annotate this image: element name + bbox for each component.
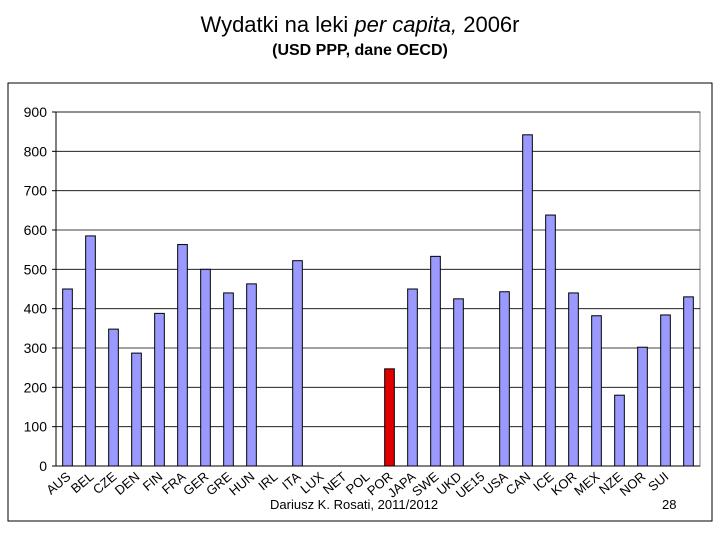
chart-subtitle: (USD PPP, dane OECD) [272,42,448,59]
y-tick-label: 500 [24,261,48,277]
bar-nze [614,394,625,467]
bar-bel [85,235,96,467]
bar-mex [591,315,602,467]
bar-nor [637,346,648,467]
bar-ice [545,214,556,467]
bar-den [131,352,142,467]
y-tick-label: 200 [24,379,48,395]
bar-ger [200,268,211,467]
chart-title: Wydatki na leki per capita, 2006r [0,12,720,38]
bar-cze [108,328,119,467]
bar-gre [223,292,234,467]
y-tick-label: 700 [24,183,48,199]
page-number: 28 [662,497,677,512]
bar-sui [660,314,671,467]
y-tick-label: 0 [39,458,47,474]
plot-area [55,111,701,467]
bar-fin [154,312,165,467]
bar-ukd [453,298,464,467]
bar-aus [62,288,73,467]
y-tick-label: 600 [24,222,48,238]
title-year: 2006r [457,12,520,37]
footer-text: Dariusz K. Rosati, 2011/2012 [270,497,439,512]
title-main: Wydatki na leki [200,12,355,37]
bar-ita [292,260,303,467]
y-tick-label: 400 [24,301,48,317]
y-tick-label: 100 [24,419,48,435]
bar-can [522,134,533,467]
bar-por [384,368,395,467]
bar-hun [246,283,257,467]
y-tick-label: 800 [24,143,48,159]
bar-n27 [683,296,694,467]
bar-swe [430,255,441,467]
y-tick-label: 300 [24,340,48,356]
bar-kor [568,292,579,467]
title-italic: per capita, [354,12,458,37]
y-tick-label: 900 [24,104,48,120]
bar-japa [407,288,418,467]
bar-fra [177,244,188,467]
bar-usa [499,291,510,467]
